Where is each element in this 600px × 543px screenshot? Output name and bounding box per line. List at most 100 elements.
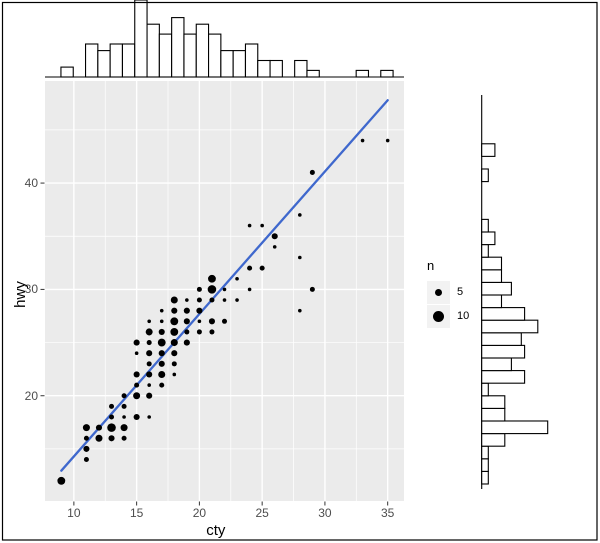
scatter-point xyxy=(298,255,302,260)
scatter-point xyxy=(146,392,153,399)
scatter-point xyxy=(57,476,66,485)
axis-ticks xyxy=(40,182,389,506)
scatter-point xyxy=(185,298,189,302)
right-hist-bar xyxy=(481,420,549,435)
scatter-point xyxy=(159,319,164,324)
right-hist-bar xyxy=(481,231,496,246)
legend-title: n xyxy=(427,258,435,273)
scatter-point xyxy=(360,138,365,143)
scatter-point xyxy=(121,393,127,399)
top-hist-bar xyxy=(121,43,136,78)
y-tick-label-40: 40 xyxy=(24,176,38,191)
top-hist-bar xyxy=(183,33,197,78)
scatter-point xyxy=(170,328,179,336)
scatter-point xyxy=(298,308,302,313)
right-hist-bar xyxy=(481,458,489,472)
scatter-point xyxy=(120,424,128,432)
scatter-point xyxy=(159,382,165,388)
scatter-point xyxy=(133,392,141,400)
scatter-point xyxy=(196,329,202,335)
right-hist-bar xyxy=(481,433,506,447)
scatter-point xyxy=(196,286,202,292)
scatter-point xyxy=(171,361,177,367)
scatter-point xyxy=(83,435,89,441)
scatter-point xyxy=(82,424,90,432)
scatter-point xyxy=(196,307,203,314)
scatter-point xyxy=(171,350,178,357)
x-tick-label-10: 10 xyxy=(67,506,81,520)
scatter-point xyxy=(122,415,126,419)
scatter-point xyxy=(298,213,302,217)
top-hist-bar xyxy=(257,59,271,78)
top-hist-bar xyxy=(171,17,185,78)
top-hist-bar xyxy=(208,33,222,78)
right-hist-bar xyxy=(481,382,489,397)
right-histogram xyxy=(481,95,549,489)
right-hist-bar xyxy=(481,168,489,183)
top-hist-bar xyxy=(220,50,234,78)
top-hist-bar xyxy=(306,69,320,78)
right-hist-bar xyxy=(481,256,503,271)
right-hist-bar xyxy=(481,269,503,283)
top-hist-bar xyxy=(158,33,173,78)
scatter-point xyxy=(133,339,140,346)
scatter-point xyxy=(171,307,178,314)
scatter-point xyxy=(95,434,103,442)
scatter-point xyxy=(107,423,116,432)
scatter-point xyxy=(146,340,152,346)
scatter-point xyxy=(247,223,252,228)
right-hist-bar xyxy=(481,344,526,359)
top-hist-bar xyxy=(232,50,247,78)
top-hist-bar xyxy=(84,43,99,78)
scatter-point xyxy=(95,424,103,431)
scatter-point xyxy=(221,318,228,324)
right-hist-bar xyxy=(481,445,489,460)
right-hist-bar xyxy=(481,332,522,346)
right-hist-bar xyxy=(481,395,506,409)
scatter-point xyxy=(209,329,215,335)
scatter-point xyxy=(134,382,140,388)
scatter-point xyxy=(134,351,139,356)
scatter-point xyxy=(158,360,165,367)
scatter-point xyxy=(147,415,151,419)
right-hist-bar xyxy=(481,143,496,157)
scatter-point xyxy=(260,223,264,228)
scatter-point xyxy=(183,339,190,346)
y-tick-label-20: 20 xyxy=(24,388,38,403)
right-hist-bar xyxy=(481,370,526,384)
top-hist-bar xyxy=(97,50,111,78)
scatter-point xyxy=(158,328,165,335)
scatter-point xyxy=(159,308,164,313)
scatter-point xyxy=(172,372,177,377)
scatter-point xyxy=(83,445,90,452)
scatter-point xyxy=(121,403,127,409)
top-hist-bar xyxy=(146,23,160,78)
scatter-points xyxy=(57,138,390,485)
right-hist-bar xyxy=(481,281,512,296)
scatter-point xyxy=(147,319,151,324)
scatter-point xyxy=(235,276,239,281)
x-tick-label-25: 25 xyxy=(255,506,269,520)
right-hist-bar xyxy=(481,307,526,321)
right-hist-bar xyxy=(481,407,506,422)
y-axis-title: hwy xyxy=(11,280,29,308)
scatter-point xyxy=(272,245,277,249)
scatter-point xyxy=(108,435,115,442)
right-hist-bar xyxy=(481,319,539,334)
scatter-point xyxy=(222,287,227,292)
scatter-point xyxy=(83,457,89,463)
top-hist-bar xyxy=(195,23,210,78)
scatter-point xyxy=(184,329,190,335)
top-histogram xyxy=(45,0,404,78)
scatter-point xyxy=(146,371,153,378)
x-tick-label-20: 20 xyxy=(192,506,207,520)
legend-dot-10 xyxy=(433,311,444,322)
legend-label-10: 10 xyxy=(457,310,470,322)
scatter-point xyxy=(170,317,179,326)
scatter-point xyxy=(157,338,166,347)
scatter-point xyxy=(109,414,115,420)
x-tick-label-15: 15 xyxy=(129,506,144,520)
scatter-point xyxy=(209,297,215,303)
